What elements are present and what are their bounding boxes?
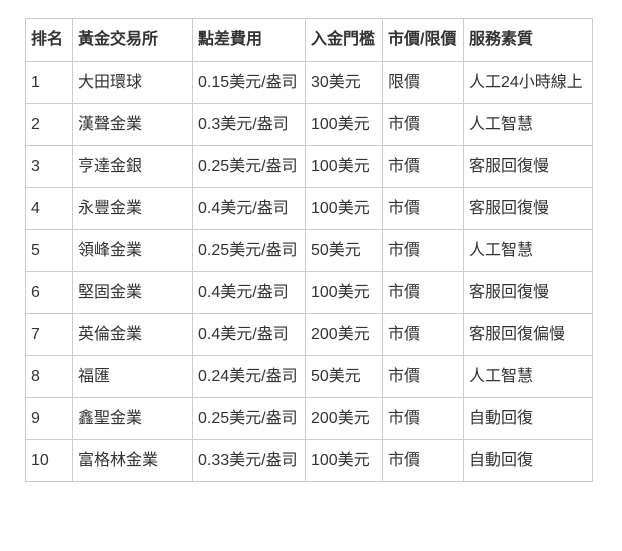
cell-deposit-minimum: 50美元 [305, 229, 383, 272]
cell-service-quality: 客服回復慢 [463, 145, 593, 188]
cell-exchange: 英倫金業 [72, 313, 193, 356]
cell-rank: 4 [25, 187, 73, 230]
table-row: 1 大田環球 0.15美元/盎司 30美元 限價 人工24小時線上 [25, 61, 593, 104]
table-row: 2 漢聲金業 0.3美元/盎司 100美元 市價 人工智慧 [25, 103, 593, 146]
cell-exchange: 鑫聖金業 [72, 397, 193, 440]
cell-rank: 10 [25, 439, 73, 482]
table-row: 10 富格林金業 0.33美元/盎司 100美元 市價 自動回復 [25, 439, 593, 482]
cell-rank: 2 [25, 103, 73, 146]
cell-deposit-minimum: 50美元 [305, 355, 383, 398]
cell-service-quality: 客服回復偏慢 [463, 313, 593, 356]
cell-exchange: 福匯 [72, 355, 193, 398]
column-header-spread-fee: 點差費用 [192, 18, 306, 62]
column-header-exchange: 黃金交易所 [72, 18, 193, 62]
cell-exchange: 領峰金業 [72, 229, 193, 272]
cell-exchange: 大田環球 [72, 61, 193, 104]
cell-spread-fee: 0.15美元/盎司 [192, 61, 306, 104]
cell-service-quality: 自動回復 [463, 439, 593, 482]
column-header-order-type: 市價/限價 [382, 18, 464, 62]
column-header-deposit-minimum: 入金門檻 [305, 18, 383, 62]
cell-rank: 8 [25, 355, 73, 398]
gold-exchange-table: 排名 黃金交易所 點差費用 入金門檻 市價/限價 服務素質 1 大田環球 0.1… [25, 18, 593, 482]
cell-service-quality: 客服回復慢 [463, 271, 593, 314]
cell-exchange: 亨達金銀 [72, 145, 193, 188]
cell-rank: 6 [25, 271, 73, 314]
cell-deposit-minimum: 100美元 [305, 439, 383, 482]
column-header-rank: 排名 [25, 18, 73, 62]
cell-order-type: 市價 [382, 271, 464, 314]
table-row: 8 福匯 0.24美元/盎司 50美元 市價 人工智慧 [25, 355, 593, 398]
cell-spread-fee: 0.33美元/盎司 [192, 439, 306, 482]
cell-order-type: 市價 [382, 187, 464, 230]
cell-exchange: 永豐金業 [72, 187, 193, 230]
cell-order-type: 市價 [382, 355, 464, 398]
cell-order-type: 市價 [382, 145, 464, 188]
cell-order-type: 市價 [382, 229, 464, 272]
cell-rank: 9 [25, 397, 73, 440]
cell-spread-fee: 0.4美元/盎司 [192, 271, 306, 314]
table-row: 4 永豐金業 0.4美元/盎司 100美元 市價 客服回復慢 [25, 187, 593, 230]
table-row: 9 鑫聖金業 0.25美元/盎司 200美元 市價 自動回復 [25, 397, 593, 440]
table-row: 6 堅固金業 0.4美元/盎司 100美元 市價 客服回復慢 [25, 271, 593, 314]
cell-spread-fee: 0.25美元/盎司 [192, 397, 306, 440]
cell-order-type: 市價 [382, 397, 464, 440]
cell-deposit-minimum: 100美元 [305, 103, 383, 146]
cell-spread-fee: 0.4美元/盎司 [192, 313, 306, 356]
cell-exchange: 漢聲金業 [72, 103, 193, 146]
cell-spread-fee: 0.25美元/盎司 [192, 145, 306, 188]
cell-spread-fee: 0.24美元/盎司 [192, 355, 306, 398]
cell-service-quality: 自動回復 [463, 397, 593, 440]
table-row: 5 領峰金業 0.25美元/盎司 50美元 市價 人工智慧 [25, 229, 593, 272]
cell-rank: 1 [25, 61, 73, 104]
cell-rank: 3 [25, 145, 73, 188]
header-row: 排名 黃金交易所 點差費用 入金門檻 市價/限價 服務素質 [25, 18, 593, 62]
cell-order-type: 市價 [382, 103, 464, 146]
cell-rank: 7 [25, 313, 73, 356]
cell-order-type: 市價 [382, 439, 464, 482]
cell-service-quality: 人工智慧 [463, 229, 593, 272]
cell-spread-fee: 0.4美元/盎司 [192, 187, 306, 230]
cell-rank: 5 [25, 229, 73, 272]
cell-order-type: 市價 [382, 313, 464, 356]
table-row: 3 亨達金銀 0.25美元/盎司 100美元 市價 客服回復慢 [25, 145, 593, 188]
cell-exchange: 富格林金業 [72, 439, 193, 482]
cell-spread-fee: 0.25美元/盎司 [192, 229, 306, 272]
cell-service-quality: 人工24小時線上 [463, 61, 593, 104]
cell-deposit-minimum: 200美元 [305, 313, 383, 356]
cell-order-type: 限價 [382, 61, 464, 104]
table-row: 7 英倫金業 0.4美元/盎司 200美元 市價 客服回復偏慢 [25, 313, 593, 356]
cell-service-quality: 人工智慧 [463, 103, 593, 146]
cell-deposit-minimum: 100美元 [305, 145, 383, 188]
cell-deposit-minimum: 200美元 [305, 397, 383, 440]
cell-spread-fee: 0.3美元/盎司 [192, 103, 306, 146]
cell-deposit-minimum: 30美元 [305, 61, 383, 104]
cell-exchange: 堅固金業 [72, 271, 193, 314]
cell-deposit-minimum: 100美元 [305, 271, 383, 314]
cell-service-quality: 人工智慧 [463, 355, 593, 398]
cell-deposit-minimum: 100美元 [305, 187, 383, 230]
column-header-service-quality: 服務素質 [463, 18, 593, 62]
cell-service-quality: 客服回復慢 [463, 187, 593, 230]
